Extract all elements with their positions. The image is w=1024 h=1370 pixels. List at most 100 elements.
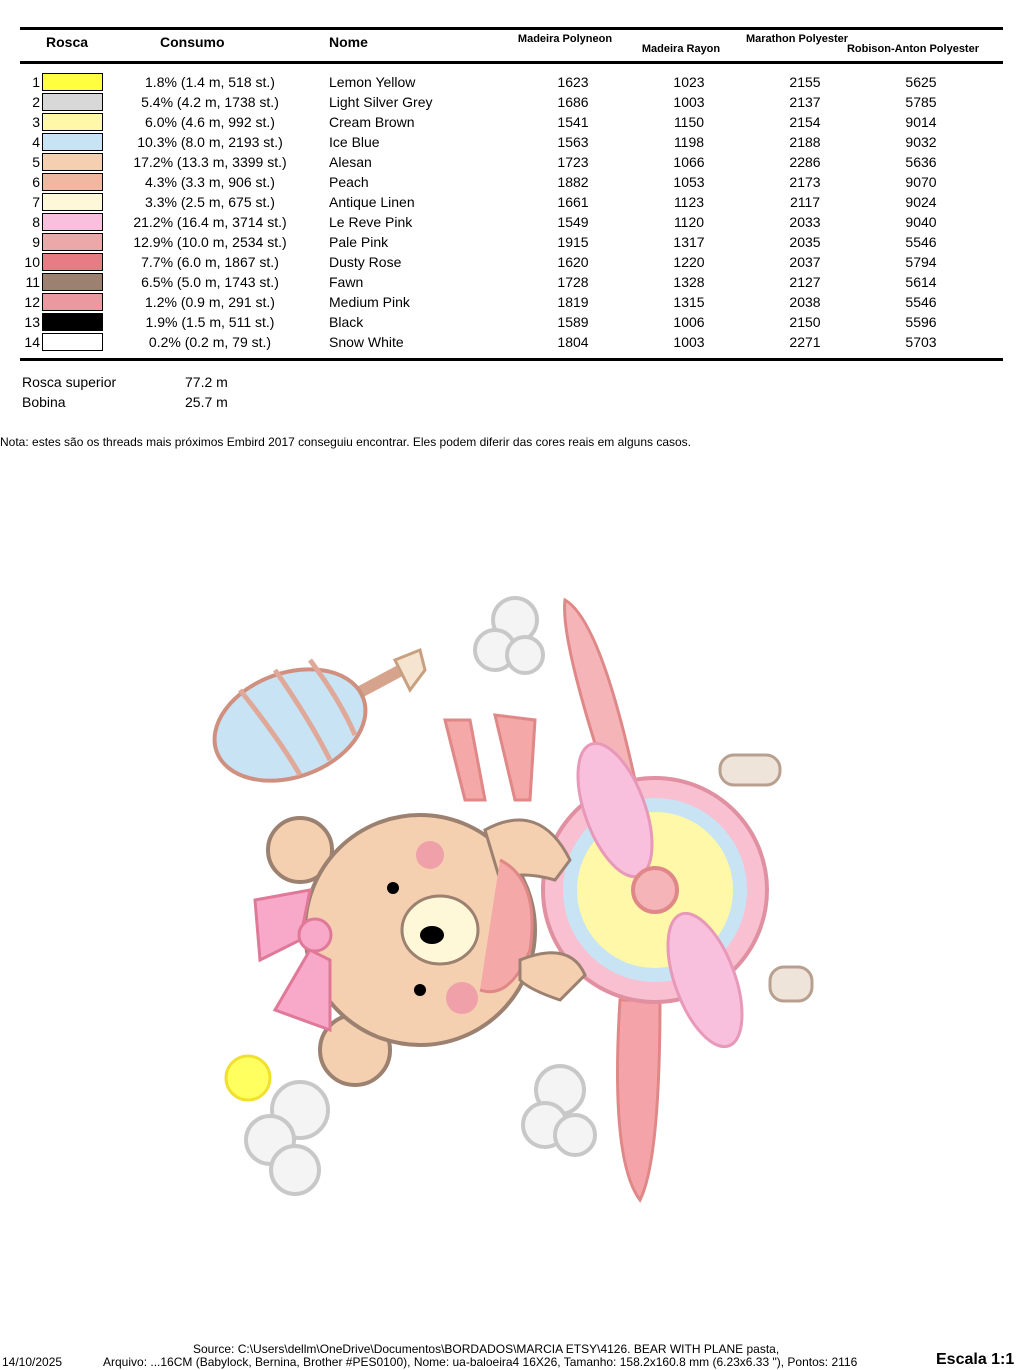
- thread-consumption: 12.9% (10.0 m, 2534 st.): [133, 234, 287, 250]
- madeira-rayon-code: 1120: [673, 214, 705, 230]
- color-swatch: [42, 253, 103, 271]
- thread-note: Nota: estes são os threads mais próximos…: [0, 435, 692, 449]
- madeira-rayon-code: 1315: [673, 294, 705, 310]
- marathon-polyester-code: 2173: [789, 174, 821, 190]
- madeira-polyneon-code: 1819: [557, 294, 589, 310]
- thread-row: 10 7.7% (6.0 m, 1867 st.) Dusty Rose 162…: [0, 252, 1024, 272]
- thread-name: Snow White: [329, 334, 404, 350]
- madeira-polyneon-code: 1563: [557, 134, 589, 150]
- marathon-polyester-code: 2155: [789, 74, 821, 90]
- thread-consumption: 6.5% (5.0 m, 1743 st.): [141, 274, 279, 290]
- madeira-polyneon-code: 1686: [557, 94, 589, 110]
- marathon-polyester-code: 2271: [789, 334, 821, 350]
- marathon-polyester-code: 2127: [789, 274, 821, 290]
- thread-name: Antique Linen: [329, 194, 415, 210]
- thread-row: 5 17.2% (13.3 m, 3399 st.) Alesan 1723 1…: [0, 152, 1024, 172]
- thread-consumption: 1.9% (1.5 m, 511 st.): [145, 314, 275, 330]
- madeira-polyneon-code: 1541: [557, 114, 589, 130]
- thread-number: 5: [32, 154, 40, 170]
- thread-row: 4 10.3% (8.0 m, 2193 st.) Ice Blue 1563 …: [0, 132, 1024, 152]
- thread-name: Le Reve Pink: [329, 214, 413, 230]
- thread-number: 11: [25, 274, 40, 290]
- thread-number: 1: [32, 74, 40, 90]
- robison-anton-code: 5625: [905, 74, 937, 90]
- thread-name: Pale Pink: [329, 234, 389, 250]
- header-marathon-polyester: Marathon Polyester: [745, 33, 849, 45]
- marathon-polyester-code: 2035: [789, 234, 821, 250]
- robison-anton-code: 5794: [905, 254, 937, 270]
- header-madeira-rayon: Madeira Rayon: [641, 43, 721, 55]
- thread-name: Light Silver Grey: [329, 94, 433, 110]
- marathon-polyester-code: 2286: [789, 154, 821, 170]
- thread-row: 12 1.2% (0.9 m, 291 st.) Medium Pink 181…: [0, 292, 1024, 312]
- robison-anton-code: 9040: [905, 214, 937, 230]
- thread-number: 12: [24, 294, 40, 310]
- thread-row: 6 4.3% (3.3 m, 906 st.) Peach 1882 1053 …: [0, 172, 1024, 192]
- thread-consumption: 1.2% (0.9 m, 291 st.): [145, 294, 275, 310]
- robison-anton-code: 9070: [905, 174, 937, 190]
- thread-name: Black: [329, 314, 364, 330]
- scale-label: Escala 1:1: [936, 1351, 1015, 1368]
- robison-anton-code: 9014: [905, 114, 937, 130]
- madeira-polyneon-code: 1589: [557, 314, 589, 330]
- thread-consumption: 7.7% (6.0 m, 1867 st.): [141, 254, 279, 270]
- thread-number: 13: [24, 314, 40, 330]
- color-swatch: [42, 233, 103, 251]
- color-swatch: [42, 333, 103, 351]
- thread-row: 1 1.8% (1.4 m, 518 st.) Lemon Yellow 162…: [0, 72, 1024, 92]
- thread-name: Peach: [329, 174, 369, 190]
- color-swatch: [42, 73, 103, 91]
- madeira-polyneon-code: 1661: [557, 194, 589, 210]
- madeira-rayon-code: 1220: [673, 254, 705, 270]
- robison-anton-code: 5636: [905, 154, 937, 170]
- madeira-polyneon-code: 1549: [557, 214, 589, 230]
- thread-consumption: 4.3% (3.3 m, 906 st.): [145, 174, 275, 190]
- table-header-rule: [20, 61, 1003, 64]
- marathon-polyester-code: 2117: [789, 194, 821, 210]
- robison-anton-code: 5546: [905, 294, 937, 310]
- thread-consumption: 6.0% (4.6 m, 992 st.): [145, 114, 275, 130]
- file-info: Arquivo: ...16CM (Babylock, Bernina, Bro…: [103, 1355, 858, 1369]
- thread-row: 9 12.9% (10.0 m, 2534 st.) Pale Pink 191…: [0, 232, 1024, 252]
- madeira-rayon-code: 1317: [673, 234, 705, 250]
- thread-consumption: 1.8% (1.4 m, 518 st.): [145, 74, 275, 90]
- marathon-polyester-code: 2150: [789, 314, 821, 330]
- madeira-rayon-code: 1003: [673, 94, 705, 110]
- thread-consumption: 10.3% (8.0 m, 2193 st.): [137, 134, 283, 150]
- header-rosca: Rosca: [46, 34, 89, 50]
- madeira-rayon-code: 1150: [673, 114, 705, 130]
- rosca-superior-label: Rosca superior: [22, 374, 117, 390]
- madeira-rayon-code: 1328: [673, 274, 705, 290]
- table-top-rule: [20, 27, 1003, 30]
- color-swatch: [42, 313, 103, 331]
- bobina-value: 25.7 m: [185, 394, 228, 410]
- robison-anton-code: 5596: [905, 314, 937, 330]
- thread-number: 8: [32, 214, 40, 230]
- sun-and-cloud: [224, 1054, 330, 1196]
- color-swatch: [42, 133, 103, 151]
- madeira-rayon-code: 1023: [673, 74, 705, 90]
- color-swatch: [42, 173, 103, 191]
- madeira-polyneon-code: 1723: [557, 154, 589, 170]
- hot-air-balloon: [212, 647, 427, 783]
- print-date: 14/10/2025: [2, 1355, 63, 1369]
- color-swatch: [42, 193, 103, 211]
- robison-anton-code: 5785: [905, 94, 937, 110]
- thread-name: Lemon Yellow: [329, 74, 416, 90]
- thread-number: 3: [32, 114, 40, 130]
- color-swatch: [42, 293, 103, 311]
- color-swatch: [42, 213, 103, 231]
- madeira-rayon-code: 1003: [673, 334, 705, 350]
- thread-row: 3 6.0% (4.6 m, 992 st.) Cream Brown 1541…: [0, 112, 1024, 132]
- thread-number: 6: [32, 174, 40, 190]
- thread-row: 11 6.5% (5.0 m, 1743 st.) Fawn 1728 1328…: [0, 272, 1024, 292]
- thread-number: 2: [32, 94, 40, 110]
- color-swatch: [42, 153, 103, 171]
- thread-name: Fawn: [329, 274, 364, 290]
- airplane: [541, 597, 814, 1203]
- header-consumo: Consumo: [160, 34, 225, 50]
- robison-anton-code: 5546: [905, 234, 937, 250]
- thread-consumption: 0.2% (0.2 m, 79 st.): [148, 334, 272, 350]
- madeira-polyneon-code: 1915: [557, 234, 589, 250]
